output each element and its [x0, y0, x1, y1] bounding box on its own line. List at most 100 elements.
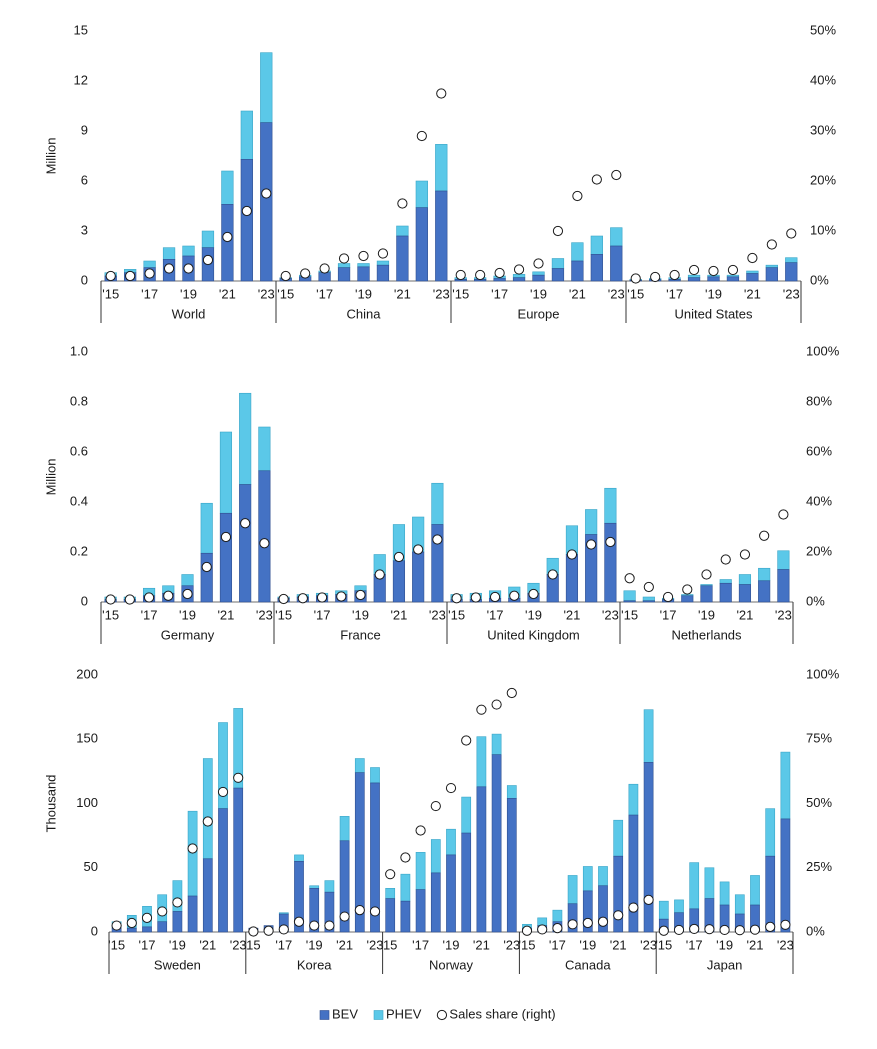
- share-point: [355, 589, 366, 601]
- phev-bar: [182, 245, 195, 257]
- share-point: [415, 825, 426, 836]
- bev-bar: [512, 277, 526, 282]
- phev-bar: [689, 862, 700, 910]
- x-tick-label: '17: [141, 607, 158, 622]
- share-point: [319, 263, 330, 274]
- y-tick-label: 3: [81, 222, 88, 237]
- x-tick-label: '17: [316, 286, 333, 301]
- share-point: [369, 906, 381, 917]
- bev-bar: [339, 840, 350, 933]
- phev-bar: [780, 751, 791, 820]
- share-point: [727, 264, 739, 276]
- x-tick-label: '21: [390, 607, 407, 622]
- bev-bar: [493, 278, 506, 282]
- bev-bar: [758, 580, 771, 603]
- bev-bar: [491, 754, 502, 933]
- panel-3: 0501001502000%25%50%75%100%Thousand'15'1…: [43, 666, 840, 974]
- group-sweden: '15 '17 '19 '21 '23 Sweden: [108, 708, 247, 972]
- bev-bar: [400, 900, 411, 933]
- share-point: [778, 509, 789, 520]
- x-tick-label: '23: [783, 286, 800, 301]
- share-point: [309, 920, 320, 931]
- share-point: [643, 894, 654, 905]
- x-tick-label: '21: [736, 607, 753, 622]
- share-point: [393, 551, 405, 563]
- share-point: [187, 843, 198, 854]
- y2-tick-label: 60%: [806, 443, 832, 458]
- share-point: [747, 252, 758, 264]
- share-point: [605, 536, 616, 548]
- y2-tick-label: 100%: [806, 666, 840, 681]
- group-canada: '15 '17 '19 '21 '23 Canada: [519, 709, 657, 972]
- share-point: [513, 264, 525, 275]
- share-point: [765, 921, 776, 932]
- share-point: [537, 924, 548, 935]
- x-tick-label: '23: [258, 286, 275, 301]
- phev-bar: [354, 758, 365, 773]
- y-tick-label: 12: [74, 72, 88, 87]
- share-point: [759, 530, 770, 541]
- bev-bar: [376, 264, 390, 282]
- y-tick-label: 150: [76, 731, 98, 746]
- x-tick-label: '19: [306, 937, 323, 952]
- share-point: [436, 88, 447, 99]
- y2-tick-label: 80%: [806, 393, 832, 408]
- share-point: [552, 923, 563, 934]
- x-tick-label: '19: [530, 286, 547, 301]
- x-tick-label: '19: [352, 607, 369, 622]
- share-point: [377, 248, 389, 259]
- legend-label: PHEV: [386, 1006, 422, 1021]
- bev-bar: [202, 858, 213, 933]
- phev-bar: [674, 899, 684, 914]
- group-netherlands: '15 '17 '19 '21 '23 Netherlands: [621, 509, 792, 642]
- share-point: [470, 592, 481, 603]
- bev-bar: [337, 267, 351, 282]
- x-tick-label: '15: [102, 286, 119, 301]
- share-point: [586, 539, 597, 550]
- group-korea: 15 '17 '19 '21 '23 Korea: [246, 758, 383, 972]
- share-point: [719, 924, 730, 936]
- phev-bar: [785, 257, 798, 263]
- y2-tick-label: 0%: [806, 923, 825, 938]
- share-point: [397, 198, 408, 209]
- share-point: [413, 544, 424, 555]
- group-label: China: [347, 306, 382, 321]
- share-point: [673, 924, 685, 936]
- phev-bar: [642, 596, 655, 602]
- bev-bar: [240, 159, 253, 282]
- share-point: [509, 590, 520, 601]
- phev-bar: [339, 816, 350, 842]
- legend-item: BEV: [319, 1006, 358, 1021]
- x-tick-label: '15: [655, 937, 672, 952]
- bev-bar: [681, 595, 694, 603]
- legend-item: PHEV: [373, 1006, 422, 1021]
- phev-bar: [658, 900, 669, 920]
- y-tick-label: 0.4: [70, 493, 88, 508]
- share-point: [338, 253, 350, 264]
- x-tick-label: '15: [627, 286, 644, 301]
- x-tick-label: '17: [666, 286, 683, 301]
- bev-bar: [415, 207, 428, 282]
- share-point: [324, 920, 335, 931]
- group-label: World: [172, 306, 206, 321]
- share-point: [201, 561, 212, 573]
- x-tick-label: '23: [777, 937, 794, 952]
- x-tick-label: '15: [452, 286, 469, 301]
- group-japan: '15 '17 '19 '21 '23 Japan: [655, 751, 794, 972]
- share-point: [105, 270, 116, 282]
- share-point: [278, 593, 289, 605]
- legend-item: Sales share (right): [436, 1006, 556, 1021]
- share-point: [734, 925, 745, 936]
- phev-bar: [687, 274, 701, 278]
- x-tick-label: 15: [383, 937, 397, 952]
- group-label: United States: [674, 306, 753, 321]
- phev-bar: [201, 230, 215, 248]
- bev-bar: [746, 273, 759, 282]
- share-point: [202, 816, 213, 827]
- bev-bar: [628, 814, 639, 933]
- y-tick-label: 0.8: [70, 393, 88, 408]
- x-tick-label: '21: [217, 607, 234, 622]
- x-tick-label: '23: [640, 937, 657, 952]
- y-tick-label: 0.6: [70, 443, 88, 458]
